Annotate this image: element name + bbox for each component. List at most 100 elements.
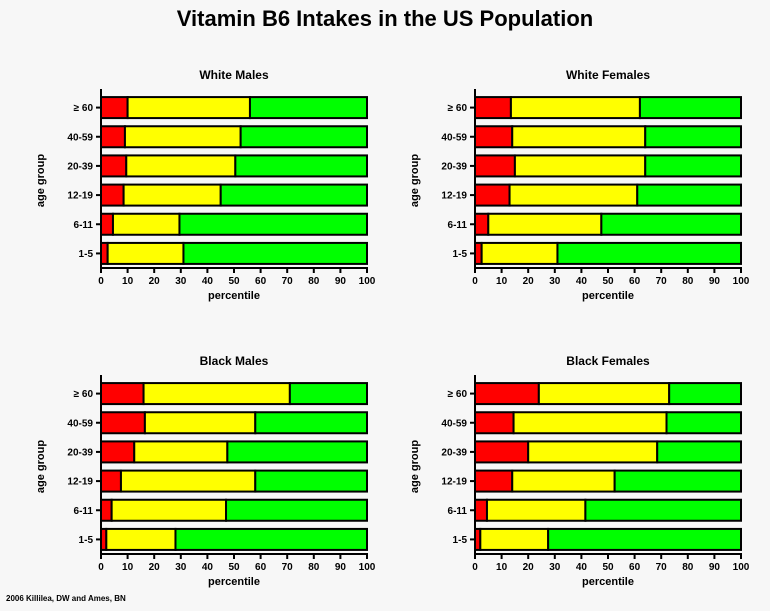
bar-segment-red (100, 212, 114, 236)
bar-segment-red (474, 183, 511, 207)
x-tick-label: 100 (359, 276, 376, 287)
bar-segment-yellow (106, 241, 185, 265)
bar-segment-green (584, 498, 743, 522)
bar-segment-green (178, 212, 368, 236)
bar-segment-red (474, 440, 530, 464)
x-tick-label: 40 (202, 276, 214, 287)
bar-segment-red (474, 469, 514, 493)
y-tick-label: 12-19 (67, 191, 93, 202)
bar-segment-red (474, 382, 540, 406)
panel-title: White Males (199, 68, 269, 82)
bar-segment-red (100, 96, 129, 120)
bar-segment-green (556, 241, 743, 265)
y-axis-label: age group (409, 440, 421, 493)
x-tick-label: 40 (576, 562, 588, 573)
y-tick-label: 1-5 (453, 249, 468, 260)
panel-title: White Females (566, 68, 650, 82)
bar-segment-yellow (511, 469, 616, 493)
bar-segment-yellow (513, 154, 647, 178)
x-tick-label: 10 (122, 562, 134, 573)
bar-segment-yellow (105, 527, 177, 551)
main-title: Vitamin B6 Intakes in the US Population (176, 6, 594, 31)
x-tick-label: 100 (733, 276, 750, 287)
y-tick-label: 40-59 (67, 132, 93, 143)
x-tick-label: 90 (335, 276, 347, 287)
x-axis-label: percentile (208, 576, 260, 588)
bar-segment-yellow (110, 498, 228, 522)
bar-segment-yellow (123, 125, 242, 149)
bar-segment-green (225, 498, 368, 522)
bar-segment-red (100, 411, 146, 435)
y-tick-label: 6-11 (74, 220, 94, 231)
x-tick-label: 40 (202, 562, 214, 573)
x-tick-label: 0 (98, 276, 104, 287)
bar-segment-yellow (480, 241, 559, 265)
x-axis-label: percentile (208, 290, 260, 302)
bar-segment-green (656, 440, 743, 464)
x-tick-label: 40 (576, 276, 588, 287)
x-tick-label: 0 (472, 562, 478, 573)
bar-segment-yellow (125, 154, 237, 178)
x-tick-label: 80 (308, 276, 320, 287)
x-tick-label: 70 (282, 562, 294, 573)
bar-segment-green (239, 125, 368, 149)
bar-segment-yellow (143, 411, 257, 435)
y-tick-label: ≥ 60 (448, 389, 468, 400)
x-tick-label: 10 (122, 276, 134, 287)
bar-segment-red (474, 96, 512, 120)
bar-segment-red (100, 469, 122, 493)
x-tick-label: 60 (255, 562, 267, 573)
x-tick-label: 90 (335, 562, 347, 573)
bar-segment-green (254, 469, 368, 493)
bar-segment-red (100, 183, 125, 207)
bar-segment-green (174, 527, 368, 551)
x-tick-label: 20 (523, 276, 535, 287)
bar-segment-red (100, 154, 128, 178)
y-tick-label: 20-39 (441, 447, 467, 458)
x-tick-label: 50 (228, 276, 240, 287)
x-tick-label: 60 (255, 276, 267, 287)
bar-segment-yellow (122, 183, 222, 207)
y-axis-label: age group (35, 440, 47, 493)
x-tick-label: 30 (549, 276, 561, 287)
y-tick-label: 40-59 (441, 418, 467, 429)
bar-segment-yellow (537, 382, 671, 406)
x-tick-label: 50 (602, 562, 614, 573)
bar-segment-green (644, 125, 742, 149)
x-tick-label: 20 (149, 562, 161, 573)
x-tick-label: 70 (656, 562, 668, 573)
x-tick-label: 90 (709, 562, 721, 573)
bar-segment-yellow (119, 469, 257, 493)
x-tick-label: 100 (733, 562, 750, 573)
bar-segment-red (474, 411, 515, 435)
bar-segment-green (547, 527, 743, 551)
panel-title: Black Females (566, 354, 650, 368)
y-tick-label: 1-5 (79, 535, 94, 546)
bar-segment-red (474, 125, 514, 149)
x-tick-label: 20 (523, 562, 535, 573)
x-tick-label: 30 (549, 562, 561, 573)
bar-segment-green (665, 411, 743, 435)
y-axis-label: age group (35, 154, 47, 207)
y-tick-label: 20-39 (441, 161, 467, 172)
x-tick-label: 80 (682, 562, 694, 573)
bar-segment-green (644, 154, 742, 178)
bar-segment-yellow (512, 411, 668, 435)
bar-segment-red (100, 440, 136, 464)
bar-segment-red (100, 125, 126, 149)
x-tick-label: 60 (629, 562, 641, 573)
bar-segment-green (234, 154, 368, 178)
bar-segment-yellow (508, 183, 639, 207)
x-tick-label: 80 (308, 562, 320, 573)
x-tick-label: 50 (602, 276, 614, 287)
y-tick-label: 12-19 (441, 477, 467, 488)
bar-segment-green (600, 212, 742, 236)
y-axis-label: age group (409, 154, 421, 207)
bar-segment-green (636, 183, 743, 207)
x-tick-label: 100 (359, 562, 376, 573)
y-tick-label: 20-39 (67, 161, 93, 172)
x-tick-label: 50 (228, 562, 240, 573)
bar-segment-yellow (479, 527, 550, 551)
y-tick-label: 6-11 (448, 220, 468, 231)
